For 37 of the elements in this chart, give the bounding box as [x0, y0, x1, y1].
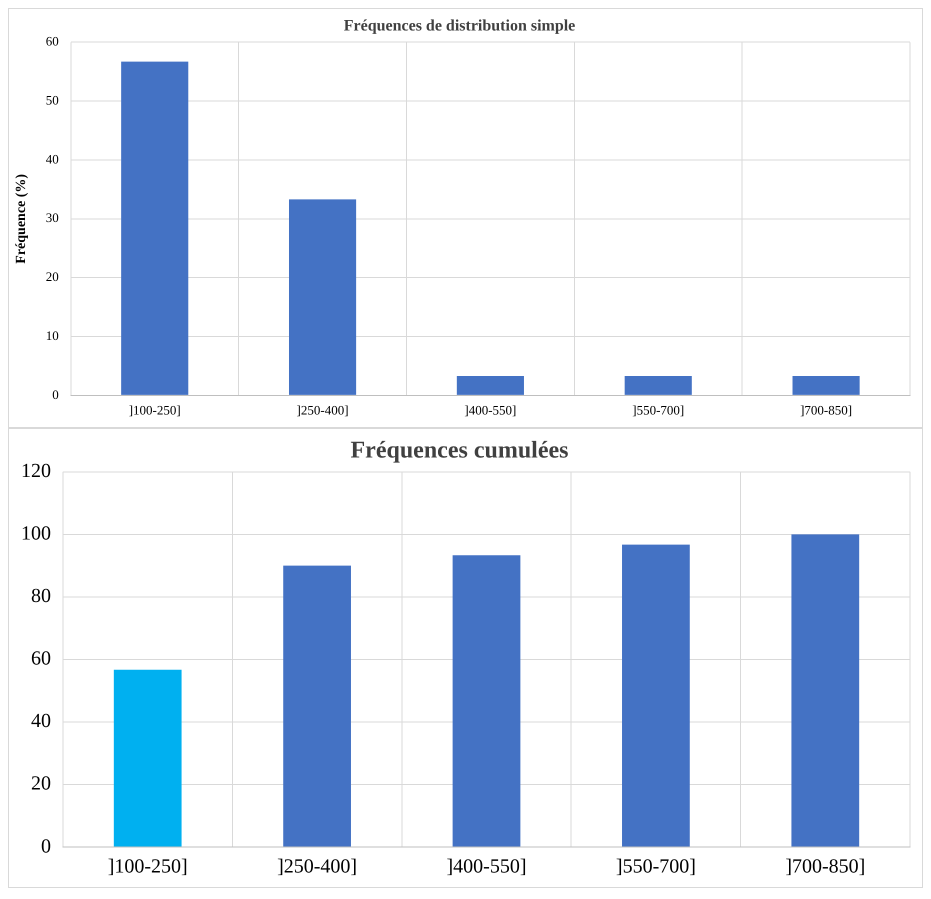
bar — [792, 376, 860, 395]
x-tick-label: ]250-400] — [296, 402, 349, 418]
x-tick-label: ]100-250] — [108, 855, 188, 878]
bar — [121, 62, 188, 395]
bar — [791, 534, 860, 846]
x-tick-label: ]100-250] — [128, 402, 181, 418]
y-tick-label: 40 — [46, 151, 59, 166]
chart-title: Fréquences de distribution simple — [344, 18, 576, 35]
bar — [456, 376, 524, 395]
x-tick-label: ]700-850] — [800, 402, 852, 418]
bar — [114, 670, 182, 846]
x-tick-label: ]400-550] — [464, 402, 516, 418]
y-tick-label: 20 — [31, 772, 51, 795]
x-tick-label: ]550-700] — [616, 855, 696, 878]
x-tick-label: ]550-700] — [632, 402, 684, 418]
x-tick-label: ]700-850] — [785, 855, 866, 878]
chart-title: Fréquences cumulées — [350, 438, 568, 464]
y-tick-label: 120 — [21, 460, 51, 482]
y-tick-label: 80 — [31, 585, 51, 608]
y-tick-label: 10 — [46, 328, 59, 343]
y-tick-label: 100 — [21, 522, 51, 545]
y-axis-title: Fréquence (%) — [14, 174, 30, 264]
bar — [452, 555, 520, 846]
bar — [622, 544, 690, 846]
y-tick-label: 60 — [46, 34, 59, 49]
y-tick-label: 30 — [46, 210, 59, 226]
y-tick-label: 60 — [31, 648, 51, 670]
y-tick-label: 0 — [41, 835, 51, 858]
bar — [624, 376, 692, 395]
bar — [288, 199, 356, 395]
y-tick-label: 0 — [52, 386, 59, 402]
x-tick-label: ]400-550] — [446, 855, 526, 878]
bar — [283, 566, 351, 846]
y-tick-label: 40 — [31, 710, 51, 732]
y-tick-label: 20 — [46, 269, 59, 284]
x-tick-label: ]250-400] — [277, 855, 358, 878]
y-tick-label: 50 — [46, 92, 59, 108]
